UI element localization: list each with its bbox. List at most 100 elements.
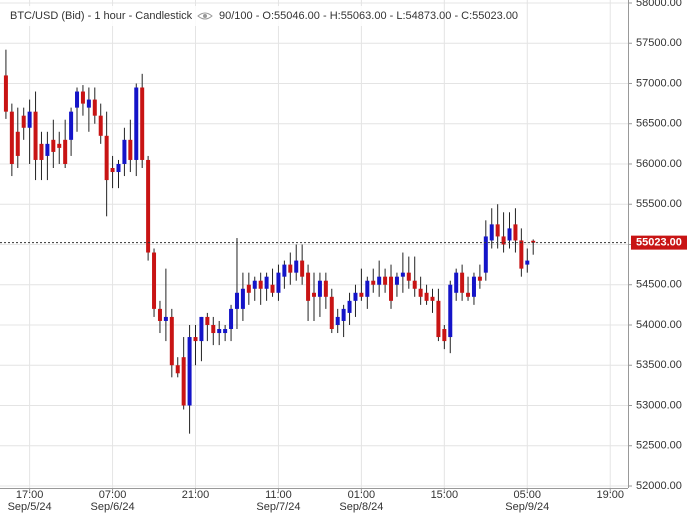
x-tick-label: 15:00 (431, 489, 459, 501)
candle-body (116, 163, 121, 173)
candle-body (15, 131, 20, 156)
x-tick-date: Sep/9/24 (505, 501, 549, 513)
candle-body (418, 288, 423, 297)
candle-body (477, 276, 482, 281)
candle-body (264, 276, 269, 289)
candle-body (92, 99, 97, 116)
candle-body (436, 300, 441, 338)
candle-body (424, 292, 429, 301)
candle-body (69, 111, 74, 140)
candle-body (3, 75, 8, 112)
candle-body (483, 236, 488, 273)
candle-body (489, 224, 494, 241)
candle-body (223, 329, 228, 334)
candle-body (246, 284, 251, 293)
candle-body (27, 111, 32, 128)
chart-subtitle: 90/100 - O:55046.00 - H:55063.00 - L:548… (219, 10, 518, 22)
x-tick-label: 01:00 (348, 489, 376, 501)
candle-body (258, 280, 263, 289)
candle-body (531, 240, 536, 243)
candle-body (389, 276, 394, 301)
candle-body (383, 276, 388, 285)
candle-body (104, 135, 109, 181)
candle-body (513, 224, 518, 241)
candle-body (329, 296, 334, 330)
candle-body (86, 99, 91, 108)
candle-body (39, 143, 44, 160)
candle-body (57, 143, 62, 148)
candle-body (282, 264, 287, 277)
x-tick-date: Sep/7/24 (256, 501, 300, 513)
candle-body (317, 280, 322, 297)
candle-body (495, 224, 500, 237)
candle-body (406, 272, 411, 281)
candle-body (163, 316, 168, 321)
candle-body (211, 324, 216, 334)
candle-body (229, 308, 234, 330)
candle-body (157, 308, 162, 321)
candle-body (187, 337, 192, 406)
candle-body (525, 260, 530, 265)
candle-body (306, 272, 311, 301)
candle-body (9, 111, 14, 164)
x-tick-date: Sep/6/24 (91, 501, 135, 513)
candle-body (471, 276, 476, 297)
candle-body (394, 276, 399, 285)
candle-body (134, 87, 139, 160)
candle-body (205, 316, 210, 325)
candle-body (175, 365, 180, 374)
x-tick-label: 05:00 (514, 489, 542, 501)
candle-body (300, 260, 305, 277)
candle-body (152, 252, 157, 309)
candle-body (252, 280, 257, 289)
candle-body (448, 284, 453, 338)
candle-body (240, 288, 245, 309)
y-tick-label: 56500.00 (636, 118, 682, 130)
y-tick-label: 57000.00 (636, 77, 682, 89)
candle-body (217, 329, 222, 334)
x-tick-label: 21:00 (182, 489, 210, 501)
last-price-label: 55023.00 (636, 237, 682, 249)
last-price-box (631, 235, 687, 250)
candle-body (140, 87, 145, 160)
y-tick-label: 58000.00 (636, 0, 682, 9)
visibility-icon[interactable] (197, 12, 213, 20)
eye-pupil (203, 14, 207, 18)
candle-body (63, 139, 68, 164)
y-tick-label: 52000.00 (636, 480, 682, 492)
candle-body (234, 292, 239, 309)
candle-body (294, 260, 299, 273)
x-tick-label: 17:00 (16, 489, 44, 501)
y-tick-label: 55500.00 (636, 198, 682, 210)
candle-body (33, 111, 38, 160)
candle-body (51, 139, 56, 152)
x-tick-label: 11:00 (265, 489, 292, 501)
x-tick-date: Sep/8/24 (339, 501, 383, 513)
candle-body (454, 272, 459, 293)
candle-body (442, 329, 447, 342)
candle-body (169, 316, 174, 366)
candle-body (507, 228, 512, 241)
candle-body (276, 272, 281, 293)
y-tick-label: 53000.00 (636, 399, 682, 411)
candle-body (460, 272, 465, 293)
candle-body (110, 168, 115, 173)
x-tick-label: 07:00 (99, 489, 127, 501)
candle-body (21, 115, 26, 128)
y-tick-label: 56000.00 (636, 158, 682, 170)
x-tick-date: Sep/5/24 (8, 501, 52, 513)
candle-body (347, 300, 352, 313)
candle-body (466, 292, 471, 297)
candle-body (75, 91, 80, 108)
candle-body (430, 296, 435, 301)
chart-title: BTC/USD (Bid) - 1 hour - Candlestick (10, 10, 193, 22)
candle-body (323, 280, 328, 297)
candle-body (146, 159, 151, 253)
candle-body (193, 337, 198, 342)
candle-body (377, 276, 382, 285)
candle-body (122, 139, 127, 164)
candle-body (270, 284, 275, 293)
candle-body (365, 280, 370, 297)
